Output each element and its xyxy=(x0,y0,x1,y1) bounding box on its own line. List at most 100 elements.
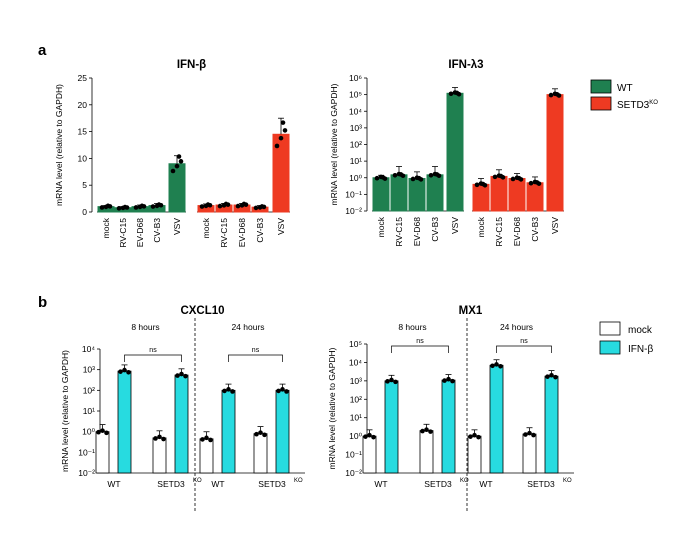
replicate-dot xyxy=(374,175,380,181)
replicate-dot xyxy=(153,436,158,441)
y-tick-label: 10⁴ xyxy=(349,106,362,116)
x-tick-label: VSV xyxy=(172,218,182,235)
x-tick-label: VSV xyxy=(450,217,460,234)
bar xyxy=(446,92,464,212)
x-tick-label: VSV xyxy=(276,218,286,235)
legend-swatch-ifnb xyxy=(599,340,621,355)
replicate-dot xyxy=(205,202,211,207)
replicate-dot xyxy=(468,434,473,439)
legend-label-setd3ko: SETD3KO xyxy=(617,100,658,111)
x-tick-label: WT xyxy=(479,479,492,489)
replicate-dot xyxy=(179,371,184,377)
replicate-dot xyxy=(476,434,481,440)
replicate-dot xyxy=(454,90,460,96)
legend-swatch-wt xyxy=(590,79,612,94)
y-tick-label: 10¹ xyxy=(350,156,362,166)
x-tick-label: WT xyxy=(211,479,224,489)
bar-ifnb xyxy=(275,389,290,474)
replicate-dot xyxy=(446,376,451,382)
replicate-dot xyxy=(410,176,416,182)
chart-ifnb: 0 5 10 15 20 25 IFN-β mRNA level (relative to G… xyxy=(54,59,290,248)
chart-title: CXCL10 xyxy=(180,305,224,317)
bar-mock xyxy=(152,437,167,474)
y-tick-label: 10¹ xyxy=(350,413,362,423)
replicate-dot xyxy=(139,203,145,209)
x-tick-label: RV-C15 xyxy=(494,217,504,247)
legend-b: mock IFN-β xyxy=(599,321,653,355)
replicate-dot xyxy=(554,91,560,97)
replicate-dot xyxy=(258,430,263,435)
bar xyxy=(508,178,526,212)
x-tick-label: EV-D68 xyxy=(135,218,145,248)
replicate-dot xyxy=(428,172,434,178)
significance-label: ns xyxy=(252,347,260,354)
y-tick-label: 10⁴ xyxy=(349,357,362,367)
panel-label-a: a xyxy=(38,42,47,59)
significance-bracket xyxy=(228,354,283,362)
bar-mock xyxy=(199,438,214,474)
replicate-dot xyxy=(156,202,162,207)
replicate-dot xyxy=(416,175,422,181)
x-tick-label: EV-D68 xyxy=(237,218,247,248)
replicate-dot xyxy=(208,437,213,443)
replicate-dot xyxy=(442,378,447,383)
replicate-dot xyxy=(389,377,394,383)
replicate-dot xyxy=(178,159,184,164)
replicate-dot xyxy=(480,181,486,187)
y-tick-label: 10⁵ xyxy=(349,90,362,100)
bar-ifnb xyxy=(544,375,559,474)
y-tick-label: 10⁻² xyxy=(345,468,362,478)
replicate-dot xyxy=(549,372,554,378)
replicate-dot xyxy=(96,429,101,435)
y-axis-label: mRNA level (relative to GAPDH) xyxy=(60,350,70,472)
replicate-dot xyxy=(492,174,498,180)
bar-ifnb xyxy=(117,370,132,474)
legend-swatch-setd3ko xyxy=(590,96,612,111)
significance-bracket xyxy=(124,354,182,362)
replicate-dot xyxy=(393,379,398,385)
replicate-dot xyxy=(217,203,223,209)
replicate-dot xyxy=(531,432,536,438)
replicate-dot xyxy=(548,92,554,98)
y-tick-label: 20 xyxy=(78,100,88,110)
bar-mock xyxy=(522,433,537,474)
replicate-dot xyxy=(126,369,131,375)
replicate-dot xyxy=(398,172,404,177)
replicate-dot xyxy=(276,388,281,394)
x-tick-label: mock xyxy=(376,216,386,237)
x-tick-label-superscript: KO xyxy=(563,478,572,484)
replicate-dot xyxy=(122,367,127,373)
y-tick-label: 10² xyxy=(350,140,362,150)
replicate-dot xyxy=(259,204,265,209)
replicate-dot xyxy=(104,430,109,436)
replicate-dot xyxy=(284,389,289,394)
replicate-dot xyxy=(133,205,139,210)
replicate-dot xyxy=(420,428,425,434)
bar xyxy=(490,175,508,212)
y-tick-label: 10³ xyxy=(350,376,362,386)
x-tick-label: CV-B3 xyxy=(430,217,440,242)
replicate-dot xyxy=(385,379,390,384)
y-tick-label: 10⁶ xyxy=(349,73,362,83)
replicate-dot xyxy=(448,91,454,97)
replicate-dot xyxy=(280,387,285,392)
y-tick-label: 10⁻¹ xyxy=(345,189,362,199)
x-tick-label: WT xyxy=(374,479,387,489)
replicate-dot xyxy=(367,432,372,438)
timepoint-label: 24 hours xyxy=(231,322,264,332)
x-tick-label: mock xyxy=(101,217,111,238)
replicate-dot xyxy=(170,168,176,174)
x-tick-label: SETD3 xyxy=(258,479,286,489)
replicate-dot xyxy=(105,203,111,209)
x-tick-label: mock xyxy=(201,217,211,238)
replicate-dot xyxy=(371,434,376,440)
x-tick-label: EV-D68 xyxy=(412,217,422,247)
bar xyxy=(526,182,544,212)
replicate-dot xyxy=(122,204,128,210)
replicate-dot xyxy=(498,364,503,369)
replicate-dot xyxy=(161,436,166,442)
significance-label: ns xyxy=(520,338,528,345)
panel-label-b: b xyxy=(38,294,47,311)
timepoint-label: 8 hours xyxy=(131,322,159,332)
